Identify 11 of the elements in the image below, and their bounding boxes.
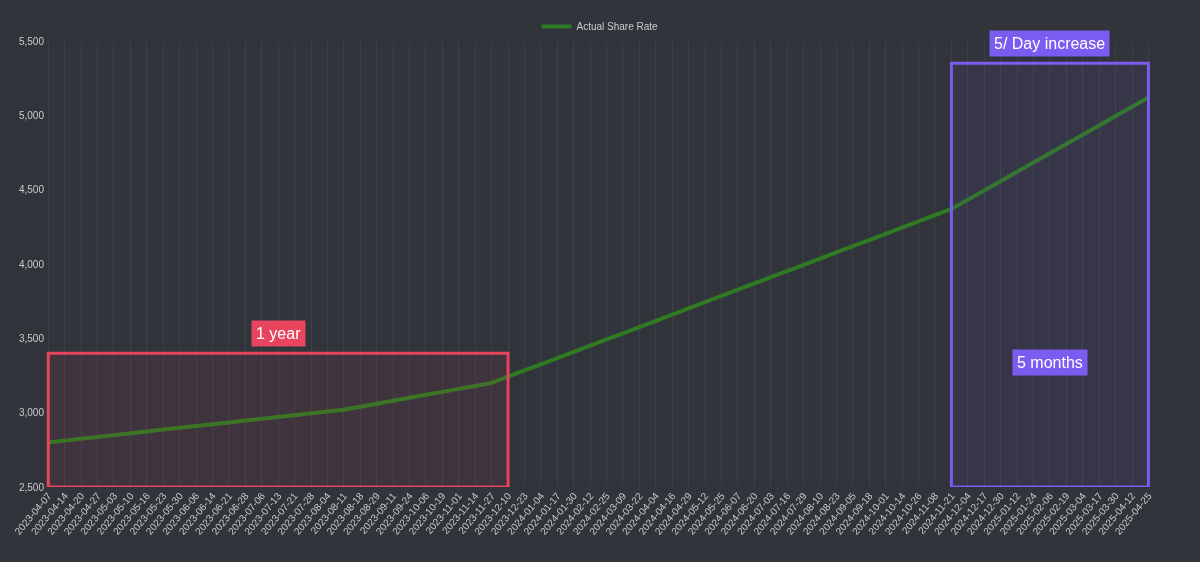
y-tick-label: 3,000: [18, 407, 45, 419]
y-tick-label: 4,500: [18, 184, 45, 196]
y-tick-label: 4,000: [18, 258, 45, 270]
band-label: 1 year: [256, 325, 302, 342]
y-tick-label: 3,500: [18, 332, 45, 344]
y-tick-label: 5,000: [18, 109, 45, 121]
legend-label: Actual Share Rate: [576, 21, 659, 33]
y-tick-label: 2,500: [18, 481, 45, 493]
band-label: 5/ Day increase: [994, 35, 1106, 52]
annotation: 5 months: [1017, 354, 1083, 371]
y-tick-label: 5,500: [18, 35, 45, 47]
